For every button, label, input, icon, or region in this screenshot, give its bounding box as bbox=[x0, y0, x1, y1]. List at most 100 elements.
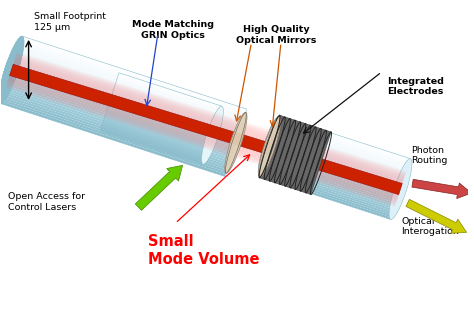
Polygon shape bbox=[113, 88, 217, 123]
Polygon shape bbox=[271, 141, 402, 185]
Polygon shape bbox=[100, 129, 204, 164]
Polygon shape bbox=[10, 72, 235, 147]
Ellipse shape bbox=[263, 138, 276, 155]
Ellipse shape bbox=[0, 36, 24, 104]
Ellipse shape bbox=[2, 50, 20, 90]
Text: Photon
Routing: Photon Routing bbox=[411, 146, 447, 165]
Polygon shape bbox=[18, 45, 244, 120]
Polygon shape bbox=[260, 175, 391, 220]
Polygon shape bbox=[275, 128, 406, 173]
Polygon shape bbox=[114, 86, 218, 122]
Ellipse shape bbox=[0, 43, 22, 97]
Polygon shape bbox=[7, 81, 232, 156]
Ellipse shape bbox=[225, 113, 247, 173]
Polygon shape bbox=[14, 61, 239, 136]
Polygon shape bbox=[4, 90, 229, 165]
Polygon shape bbox=[273, 134, 404, 179]
Text: Small Footprint
125 μm: Small Footprint 125 μm bbox=[34, 12, 106, 32]
Ellipse shape bbox=[0, 36, 24, 104]
Polygon shape bbox=[115, 82, 219, 118]
Polygon shape bbox=[263, 165, 394, 209]
Polygon shape bbox=[10, 70, 236, 145]
Polygon shape bbox=[101, 125, 205, 160]
Text: Optical
Interogation: Optical Interogation bbox=[401, 217, 459, 236]
Ellipse shape bbox=[258, 116, 281, 177]
Ellipse shape bbox=[4, 57, 19, 83]
Polygon shape bbox=[112, 92, 216, 128]
Polygon shape bbox=[262, 169, 393, 213]
Polygon shape bbox=[9, 74, 234, 150]
Polygon shape bbox=[115, 84, 218, 120]
Polygon shape bbox=[22, 36, 247, 111]
Ellipse shape bbox=[389, 159, 412, 220]
Ellipse shape bbox=[5, 67, 18, 73]
Ellipse shape bbox=[259, 119, 280, 174]
Polygon shape bbox=[7, 55, 405, 204]
Polygon shape bbox=[104, 117, 208, 153]
Polygon shape bbox=[17, 50, 242, 125]
Polygon shape bbox=[264, 163, 395, 207]
Polygon shape bbox=[118, 73, 222, 108]
Polygon shape bbox=[103, 119, 207, 155]
Ellipse shape bbox=[263, 135, 276, 158]
Polygon shape bbox=[264, 161, 396, 205]
Ellipse shape bbox=[1, 47, 21, 93]
Ellipse shape bbox=[262, 132, 277, 161]
Ellipse shape bbox=[258, 116, 281, 177]
Ellipse shape bbox=[4, 61, 18, 79]
Polygon shape bbox=[110, 98, 214, 133]
Ellipse shape bbox=[261, 128, 278, 165]
Polygon shape bbox=[111, 94, 215, 129]
Polygon shape bbox=[266, 155, 398, 199]
Polygon shape bbox=[105, 115, 208, 151]
Polygon shape bbox=[107, 108, 210, 143]
Polygon shape bbox=[111, 96, 214, 131]
Polygon shape bbox=[267, 153, 399, 197]
Polygon shape bbox=[6, 53, 406, 206]
Polygon shape bbox=[265, 159, 397, 203]
Ellipse shape bbox=[0, 39, 23, 100]
Ellipse shape bbox=[263, 135, 276, 158]
FancyArrow shape bbox=[135, 165, 182, 210]
Polygon shape bbox=[117, 77, 220, 112]
Polygon shape bbox=[270, 145, 401, 189]
Polygon shape bbox=[261, 171, 392, 216]
Polygon shape bbox=[265, 157, 397, 201]
Polygon shape bbox=[272, 137, 404, 181]
Polygon shape bbox=[118, 75, 221, 110]
Polygon shape bbox=[8, 79, 233, 154]
Text: Mode Matching
GRIN Optics: Mode Matching GRIN Optics bbox=[132, 20, 214, 40]
Polygon shape bbox=[109, 100, 213, 135]
Polygon shape bbox=[117, 79, 220, 114]
Ellipse shape bbox=[3, 53, 19, 86]
Polygon shape bbox=[105, 114, 209, 149]
Polygon shape bbox=[260, 173, 392, 217]
Polygon shape bbox=[272, 138, 403, 183]
Polygon shape bbox=[107, 109, 210, 145]
Ellipse shape bbox=[0, 39, 23, 100]
Polygon shape bbox=[9, 64, 402, 195]
Polygon shape bbox=[16, 54, 241, 129]
Polygon shape bbox=[278, 118, 410, 163]
Ellipse shape bbox=[260, 122, 279, 171]
Polygon shape bbox=[0, 101, 226, 176]
Polygon shape bbox=[17, 52, 242, 127]
Text: Small
Mode Volume: Small Mode Volume bbox=[148, 234, 260, 267]
Polygon shape bbox=[277, 122, 409, 167]
Polygon shape bbox=[5, 88, 230, 163]
Polygon shape bbox=[277, 120, 409, 165]
Text: Integrated
Electrodes: Integrated Electrodes bbox=[387, 77, 444, 96]
Polygon shape bbox=[276, 124, 408, 169]
Ellipse shape bbox=[264, 141, 275, 152]
Polygon shape bbox=[20, 41, 246, 116]
Polygon shape bbox=[102, 123, 206, 158]
Text: High Quality
Optical Mirrors: High Quality Optical Mirrors bbox=[236, 25, 316, 44]
Ellipse shape bbox=[260, 122, 279, 171]
Ellipse shape bbox=[261, 128, 278, 165]
Ellipse shape bbox=[258, 116, 281, 177]
Polygon shape bbox=[2, 97, 227, 172]
Polygon shape bbox=[116, 81, 219, 116]
Polygon shape bbox=[9, 77, 234, 152]
Polygon shape bbox=[259, 115, 331, 195]
Polygon shape bbox=[12, 65, 237, 141]
